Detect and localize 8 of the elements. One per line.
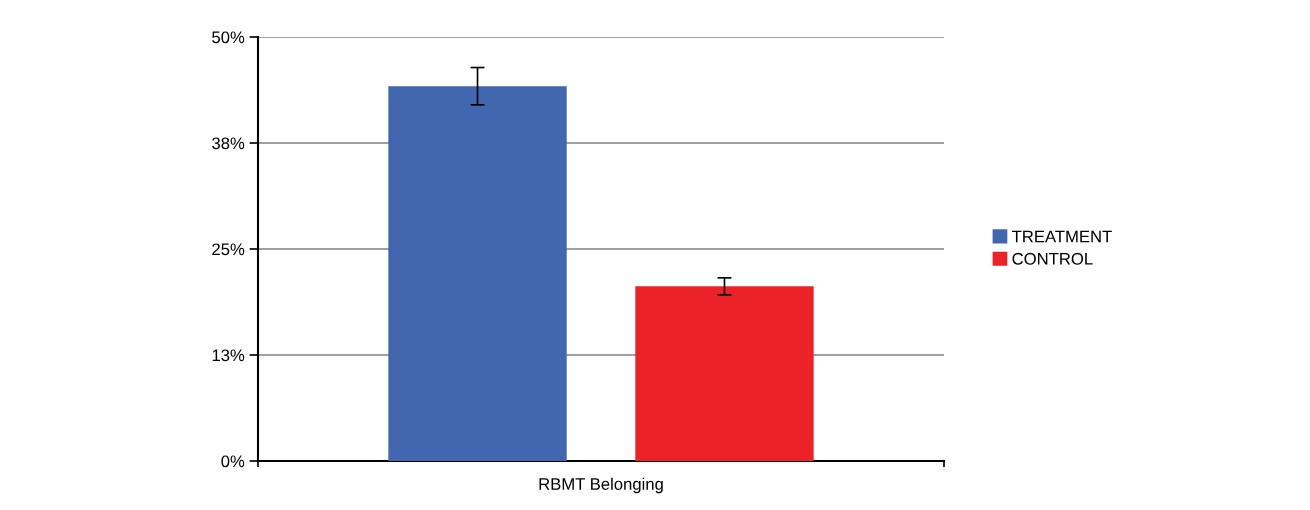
legend-label: CONTROL bbox=[1012, 252, 1093, 265]
y-tick-label: 0% bbox=[221, 455, 245, 468]
y-tick-label: 38% bbox=[212, 137, 245, 150]
y-tick-label: 25% bbox=[212, 243, 245, 256]
y-tick-label: 50% bbox=[212, 31, 245, 44]
legend-label: TREATMENT bbox=[1012, 230, 1112, 243]
x-tick-label: RBMT Belonging bbox=[539, 477, 663, 494]
y-tick-label: 13% bbox=[212, 349, 245, 362]
